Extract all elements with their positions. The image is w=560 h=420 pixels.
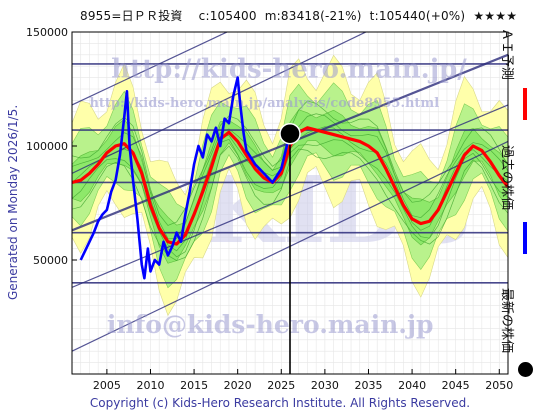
- plot-area: KIDShttp://kids-hero.main.jp/http://kids…: [72, 32, 508, 374]
- x-tick-label: 2010: [136, 379, 164, 392]
- legend-ai-swatch: [523, 88, 527, 120]
- x-tick-label: 2015: [180, 379, 208, 392]
- x-tick-label: 2040: [398, 379, 426, 392]
- legend-history-swatch: [523, 222, 527, 254]
- watermark-url: http://kids-hero.main.jp/: [111, 55, 467, 85]
- watermark-email: info@kids-hero.main.jp: [107, 310, 434, 339]
- latest-price-marker: [279, 122, 301, 145]
- x-tick-label: 2045: [442, 379, 470, 392]
- legend-latest-dot: [518, 362, 533, 377]
- chart-header: 8955=日ＰＲ投資 c:105400 m:83418(-21%) t:1054…: [80, 7, 517, 24]
- x-tick-label: 2030: [311, 379, 339, 392]
- stock-title: 8955=日ＰＲ投資: [80, 9, 183, 23]
- x-tick-label: 2005: [93, 379, 121, 392]
- watermark-url-sub: http://kids-hero.main.jp/analysis/code89…: [89, 96, 439, 111]
- rating-stars: ★★★★: [473, 9, 518, 23]
- generated-date: Generated on Monday 2026/1/5.: [6, 104, 20, 300]
- x-tick-label: 2050: [485, 379, 513, 392]
- legend-history-label: 過去の株価: [499, 145, 514, 211]
- x-tick-label: 2020: [224, 379, 252, 392]
- trend-line: [72, 32, 368, 174]
- trend-price: t:105440(+0%): [369, 9, 466, 23]
- y-tick-label: 150000: [26, 26, 68, 39]
- trend-line: [72, 32, 229, 106]
- target-price: m:83418(-21%): [264, 9, 362, 23]
- legend-ai-label: ＡＩ予測: [499, 28, 514, 81]
- current-price: c:105400: [198, 9, 257, 23]
- y-tick-label: 50000: [33, 254, 68, 267]
- series-history-line: [79, 76, 292, 280]
- x-tick-label: 2035: [354, 379, 382, 392]
- legend-latest-label: 最新の株価: [499, 288, 514, 354]
- y-tick-label: 100000: [26, 140, 68, 153]
- x-tick-label: 2025: [267, 379, 295, 392]
- copyright: Copyright (c) Kids-Hero Research Institu…: [89, 396, 471, 410]
- plot-frame: [71, 31, 509, 375]
